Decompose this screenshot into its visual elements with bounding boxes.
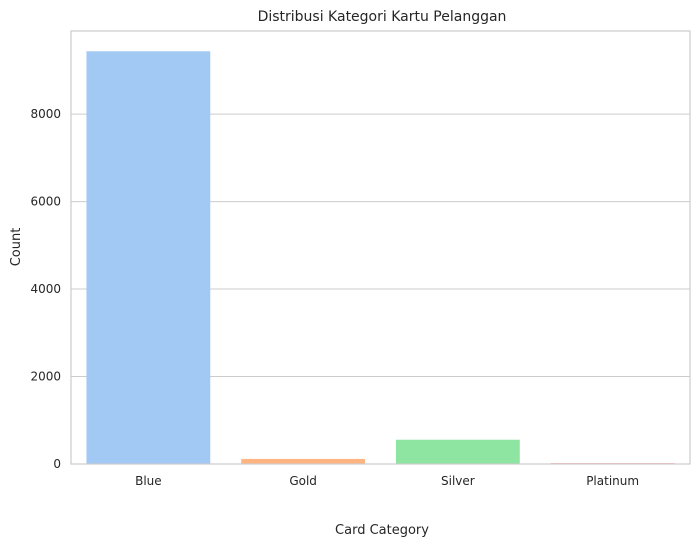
- x-tick-label-blue: Blue: [135, 474, 162, 488]
- y-tick-label: 4000: [30, 282, 61, 296]
- x-tick-label-platinum: Platinum: [586, 474, 639, 488]
- bars: [86, 51, 675, 465]
- chart-title: Distribusi Kategori Kartu Pelanggan: [258, 9, 507, 25]
- y-tick-labels: 0 2000 4000 6000 8000: [30, 107, 61, 471]
- x-tick-label-silver: Silver: [441, 474, 475, 488]
- y-tick-label: 0: [53, 457, 61, 471]
- plot-frame: [70, 30, 691, 465]
- bar-gold: [241, 458, 366, 464]
- x-axis-label: Card Category: [335, 523, 429, 538]
- y-axis-label: Count: [9, 228, 24, 267]
- x-tick-label-gold: Gold: [289, 474, 317, 488]
- y-tick-label: 8000: [30, 107, 61, 121]
- y-tick-label: 2000: [30, 370, 61, 384]
- x-tick-labels: Blue Gold Silver Platinum: [135, 474, 639, 488]
- y-tick-label: 6000: [30, 195, 61, 209]
- bar-blue: [86, 51, 211, 465]
- bar-silver: [395, 439, 520, 464]
